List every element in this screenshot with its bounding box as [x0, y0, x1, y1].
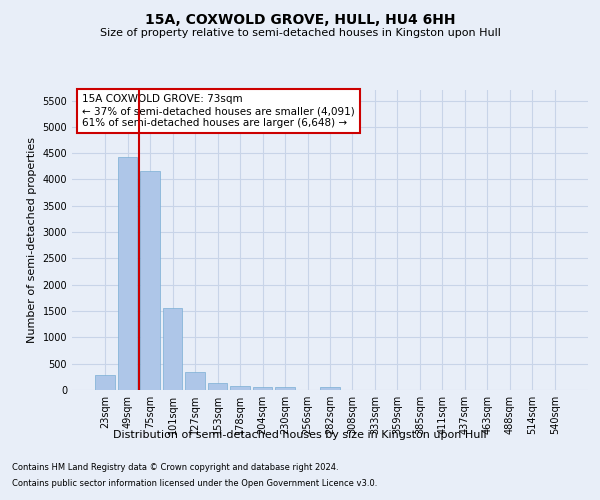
Text: 15A COXWOLD GROVE: 73sqm
← 37% of semi-detached houses are smaller (4,091)
61% o: 15A COXWOLD GROVE: 73sqm ← 37% of semi-d…: [82, 94, 355, 128]
Bar: [185, 372, 205, 390]
Bar: [95, 376, 115, 390]
Y-axis label: Number of semi-detached properties: Number of semi-detached properties: [27, 137, 37, 343]
Text: Contains HM Land Registry data © Crown copyright and database right 2024.: Contains HM Land Registry data © Crown c…: [12, 464, 338, 472]
Bar: [163, 308, 182, 390]
Bar: [253, 386, 272, 390]
Bar: [320, 386, 340, 390]
Text: 15A, COXWOLD GROVE, HULL, HU4 6HH: 15A, COXWOLD GROVE, HULL, HU4 6HH: [145, 12, 455, 26]
Bar: [208, 383, 227, 390]
Bar: [118, 157, 137, 390]
Text: Contains public sector information licensed under the Open Government Licence v3: Contains public sector information licen…: [12, 478, 377, 488]
Bar: [230, 386, 250, 390]
Bar: [140, 170, 160, 390]
Text: Distribution of semi-detached houses by size in Kingston upon Hull: Distribution of semi-detached houses by …: [113, 430, 487, 440]
Text: Size of property relative to semi-detached houses in Kingston upon Hull: Size of property relative to semi-detach…: [100, 28, 500, 38]
Bar: [275, 386, 295, 390]
